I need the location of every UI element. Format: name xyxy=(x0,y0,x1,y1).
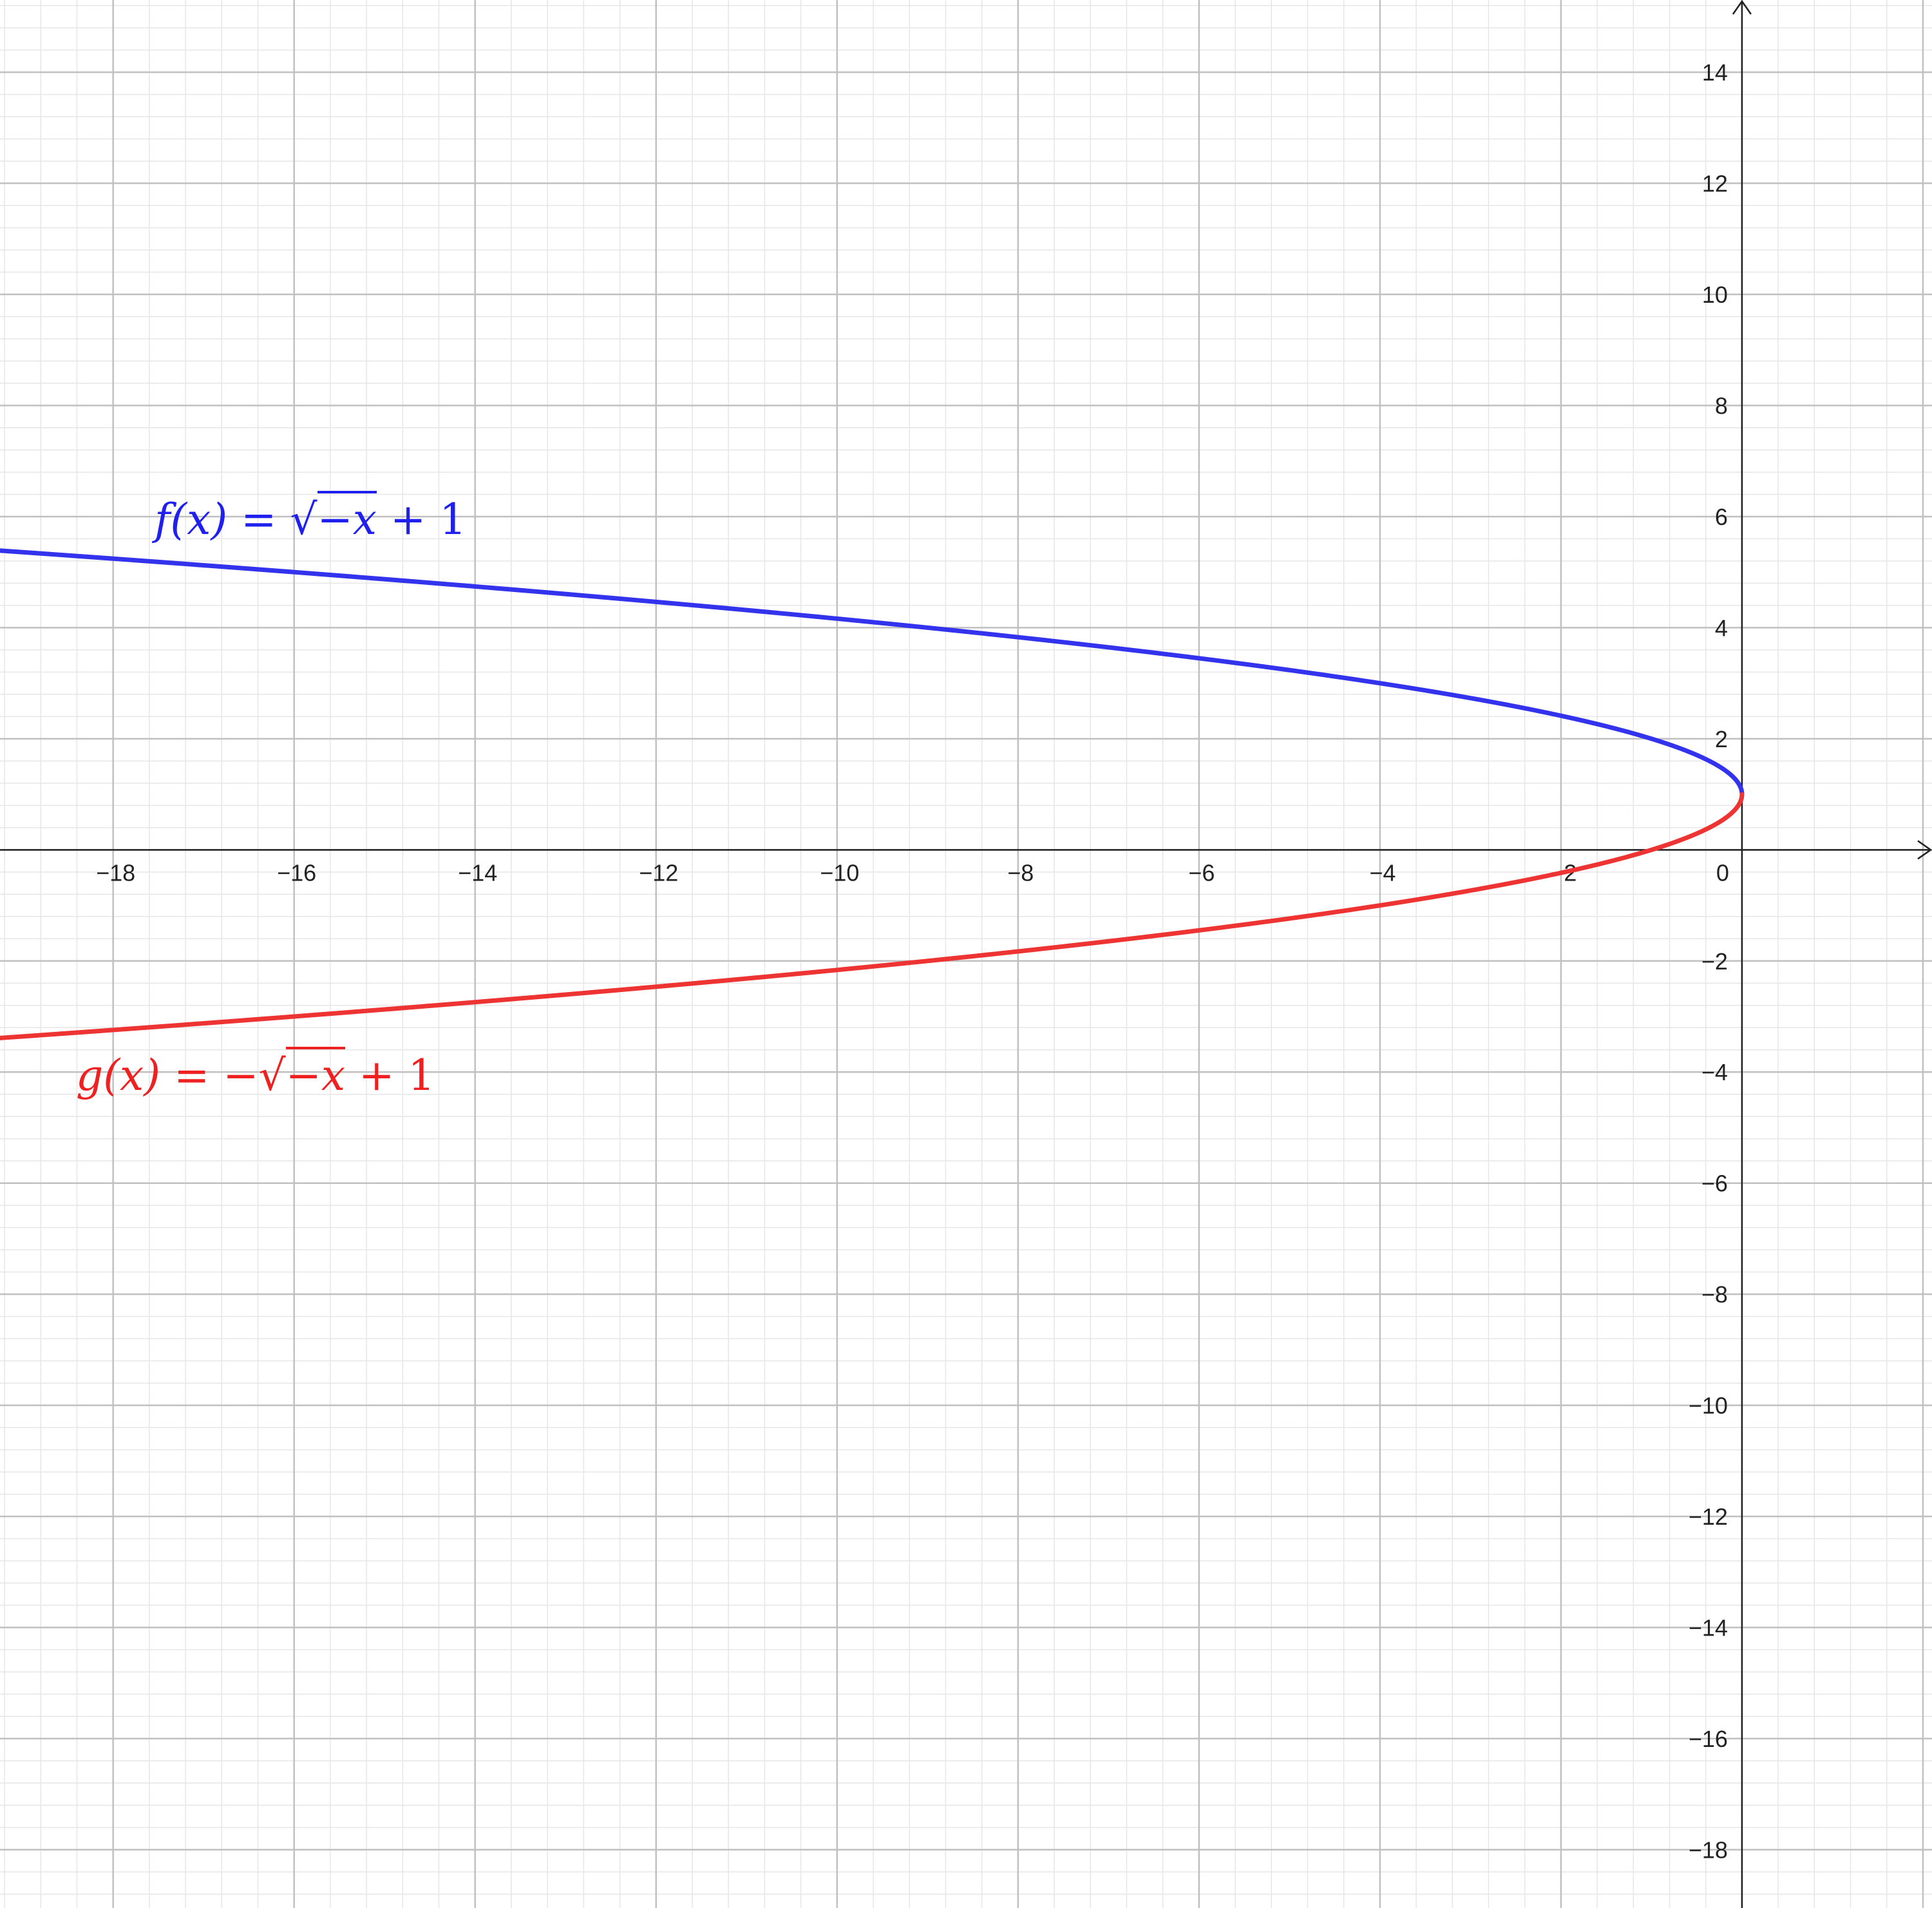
y-tick-label: 14 xyxy=(1702,59,1728,86)
x-tick-label: −18 xyxy=(96,859,135,886)
x-tick-label: −12 xyxy=(639,859,678,886)
x-tick-label: −10 xyxy=(820,859,859,886)
label-f-equals: = xyxy=(241,495,277,544)
label-g-tail: + 1 xyxy=(359,1051,435,1100)
y-tick-label: −8 xyxy=(1701,1281,1728,1308)
y-tick-label: 12 xyxy=(1702,171,1728,197)
label-f: f(x) = √−x + 1 xyxy=(155,491,467,544)
x-tick-label: −16 xyxy=(277,859,316,886)
x-tick-label: 0 xyxy=(1716,859,1729,886)
curve-f xyxy=(0,548,1745,797)
curves xyxy=(0,548,1745,1040)
sqrt-icon: √ xyxy=(258,1051,286,1100)
label-g: g(x) = −√−x + 1 xyxy=(76,1047,435,1100)
tick-labels: −18 −16 −14 −12 −10 −8 −6 −4 −2 01412108642−2−4−6… xyxy=(96,59,1729,1863)
y-tick-label: −18 xyxy=(1689,1836,1728,1863)
y-tick-label: 10 xyxy=(1702,281,1728,308)
label-g-radicand: −x xyxy=(285,1047,346,1100)
y-tick-label: 6 xyxy=(1715,504,1728,530)
label-f-name: f(x) xyxy=(155,495,228,544)
x-tick-label: −8 xyxy=(1007,859,1034,886)
label-f-tail: + 1 xyxy=(390,495,467,544)
y-tick-label: 2 xyxy=(1715,726,1728,752)
y-tick-label: −16 xyxy=(1689,1726,1728,1752)
x-axis-arrow-icon xyxy=(1917,840,1932,860)
y-tick-label: −4 xyxy=(1701,1059,1728,1085)
y-tick-label: 4 xyxy=(1715,615,1728,641)
x-tick-label: −4 xyxy=(1369,859,1396,886)
curve-g xyxy=(0,792,1745,1040)
label-g-name: g(x) xyxy=(76,1051,160,1100)
label-g-equals: = xyxy=(173,1051,210,1100)
y-tick-label: −2 xyxy=(1701,948,1728,975)
y-axis-arrow-icon xyxy=(1732,0,1752,15)
x-tick-label: −14 xyxy=(458,859,497,886)
y-tick-label: −14 xyxy=(1689,1615,1728,1641)
x-tick-label: −6 xyxy=(1188,859,1215,886)
label-g-sign: − xyxy=(223,1051,259,1100)
y-tick-label: −10 xyxy=(1689,1393,1728,1419)
sqrt-icon: √ xyxy=(290,495,317,544)
label-f-radicand: −x xyxy=(317,491,377,544)
y-tick-label: −6 xyxy=(1701,1170,1728,1197)
y-tick-label: 8 xyxy=(1715,392,1728,419)
y-tick-label: −12 xyxy=(1689,1503,1728,1530)
